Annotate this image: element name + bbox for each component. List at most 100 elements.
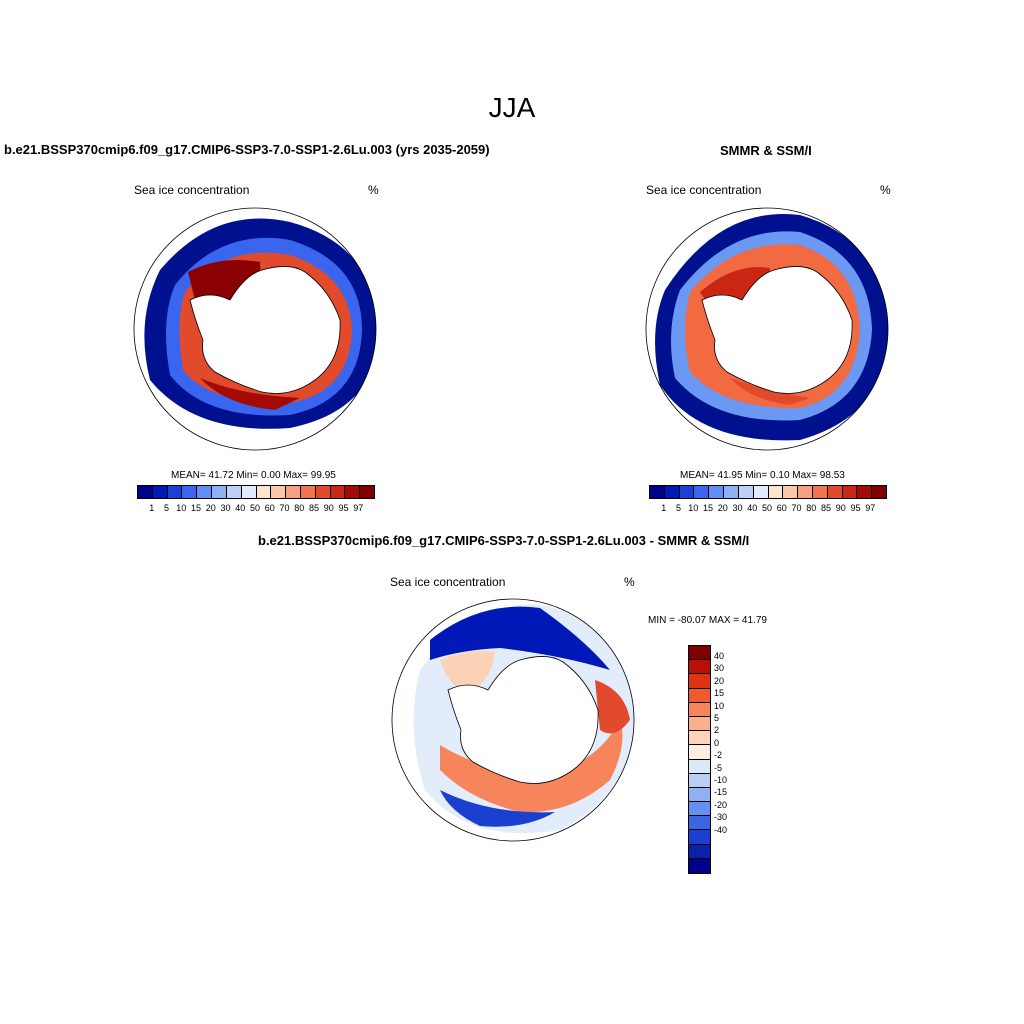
colorbar-swatch	[709, 486, 725, 498]
colorbar-tick-label: 85	[308, 503, 319, 513]
colorbar-tick-label: 60	[264, 503, 275, 513]
colorbar-swatch	[679, 486, 695, 498]
panel-3-units-label: %	[624, 575, 635, 589]
colorbar-tick-label: 95	[850, 503, 861, 513]
colorbar-tick-label: 70	[279, 503, 290, 513]
colorbar-tick-label: 90	[835, 503, 846, 513]
colorbar-swatch	[315, 486, 331, 498]
panel-2-title: SMMR & SSM/I	[720, 143, 812, 158]
colorbar-swatch	[271, 486, 287, 498]
colorbar-tick-label: 95	[338, 503, 349, 513]
colorbar-tick-label: 5	[675, 503, 681, 513]
colorbar-tick-label: -15	[714, 787, 728, 798]
colorbar-swatch	[689, 773, 710, 788]
colorbar-swatch	[345, 486, 361, 498]
panel-2-variable-label: Sea ice concentration	[646, 183, 762, 197]
panel-3-title: b.e21.BSSP370cmip6.f09_g17.CMIP6-SSP3-7.…	[258, 533, 750, 548]
colorbar-swatch	[182, 486, 198, 498]
colorbar-tick-label: 30	[732, 503, 743, 513]
colorbar-swatch	[689, 787, 710, 803]
colorbar-tick-label: 5	[163, 503, 169, 513]
figure-title: JJA	[488, 92, 536, 123]
colorbar-tick-label: 40	[747, 503, 758, 513]
colorbar-swatch	[689, 646, 710, 661]
colorbar-swatch	[753, 486, 769, 498]
colorbar-tick-label: -10	[714, 775, 728, 786]
panel-2-stats: MEAN= 41.95 Min= 0.10 Max= 98.53	[680, 470, 845, 481]
colorbar-swatch	[689, 674, 710, 689]
colorbar-tick-label: -20	[714, 799, 728, 810]
colorbar-tick-label: 10	[688, 503, 699, 513]
colorbar-swatch	[798, 486, 813, 498]
colorbar-tick-label: 1	[661, 503, 667, 513]
colorbar-tick-label: -2	[714, 750, 723, 761]
panel-1-colorbar-labels: 1 5 10 15 20 30 40 50 60 70 80 85 90 95 97	[137, 503, 366, 513]
colorbar-swatch	[689, 660, 710, 675]
colorbar-swatch	[689, 759, 710, 774]
colorbar-swatch	[330, 486, 346, 498]
colorbar-swatch	[689, 816, 710, 831]
colorbar-tick-label: 15	[702, 503, 713, 513]
colorbar-swatch	[152, 486, 168, 498]
colorbar-swatch	[827, 486, 843, 498]
colorbar-tick-label: -40	[714, 824, 728, 835]
colorbar-tick-label: 50	[761, 503, 772, 513]
colorbar-swatch	[650, 486, 665, 498]
colorbar-swatch	[694, 486, 710, 498]
colorbar-swatch	[689, 802, 710, 817]
colorbar-swatch	[300, 486, 316, 498]
colorbar-swatch	[812, 486, 828, 498]
colorbar-tick-label: 80	[806, 503, 817, 513]
colorbar-swatch	[664, 486, 680, 498]
colorbar-swatch	[689, 716, 710, 732]
colorbar-tick-label: 50	[249, 503, 260, 513]
colorbar-tick-label: 10	[176, 503, 187, 513]
colorbar-swatch	[197, 486, 213, 498]
colorbar-swatch	[689, 844, 710, 859]
panel-1-title: b.e21.BSSP370cmip6.f09_g17.CMIP6-SSP3-7.…	[4, 142, 490, 157]
colorbar-swatch	[768, 486, 784, 498]
panel-1-colorbar	[137, 485, 375, 499]
colorbar-swatch	[256, 486, 272, 498]
colorbar-swatch	[689, 731, 710, 746]
colorbar-tick-label: 0	[714, 737, 720, 748]
colorbar-swatch	[738, 486, 754, 498]
panel-1-variable-label: Sea ice concentration	[134, 183, 250, 197]
colorbar-swatch	[689, 702, 710, 717]
colorbar-tick-label: 15	[714, 688, 725, 699]
colorbar-swatch	[724, 486, 739, 498]
colorbar-swatch	[783, 486, 799, 498]
colorbar-swatch	[241, 486, 257, 498]
colorbar-tick-label: 30	[714, 663, 725, 674]
colorbar-swatch	[226, 486, 242, 498]
panel-1-units-label: %	[368, 183, 379, 197]
colorbar-tick-label: 20	[714, 675, 725, 686]
colorbar-tick-label: 30	[220, 503, 231, 513]
colorbar-swatch	[212, 486, 227, 498]
colorbar-swatch	[167, 486, 183, 498]
colorbar-tick-label: 10	[714, 700, 725, 711]
colorbar-swatch	[689, 830, 710, 845]
colorbar-tick-label: -5	[714, 762, 723, 773]
colorbar-tick-label: 97	[353, 503, 364, 513]
colorbar-swatch	[689, 858, 710, 873]
colorbar-tick-label: 70	[791, 503, 802, 513]
colorbar-swatch	[842, 486, 858, 498]
colorbar-tick-label: 60	[776, 503, 787, 513]
colorbar-swatch	[286, 486, 301, 498]
colorbar-swatch	[872, 486, 886, 498]
colorbar-tick-label: 90	[323, 503, 334, 513]
panel-1-stats: MEAN= 41.72 Min= 0.00 Max= 99.95	[171, 470, 336, 481]
colorbar-tick-label: 85	[820, 503, 831, 513]
colorbar-tick-label: 40	[235, 503, 246, 513]
panel-3-stats: MIN = -80.07 MAX = 41.79	[648, 615, 767, 626]
colorbar-tick-label: -30	[714, 812, 728, 823]
colorbar-tick-label: 2	[714, 725, 720, 736]
colorbar-tick-label: 5	[714, 713, 720, 724]
panel-3-colorbar-labels: 40 30 20 15 10 5 2 0 -2 -5 -10 -15 -20 -30 -40	[714, 650, 727, 836]
colorbar-tick-label: 15	[190, 503, 201, 513]
colorbar-swatch	[689, 688, 710, 703]
panel-2-units-label: %	[880, 183, 891, 197]
panel-3-variable-label: Sea ice concentration	[390, 575, 506, 589]
colorbar-tick-label: 97	[865, 503, 876, 513]
